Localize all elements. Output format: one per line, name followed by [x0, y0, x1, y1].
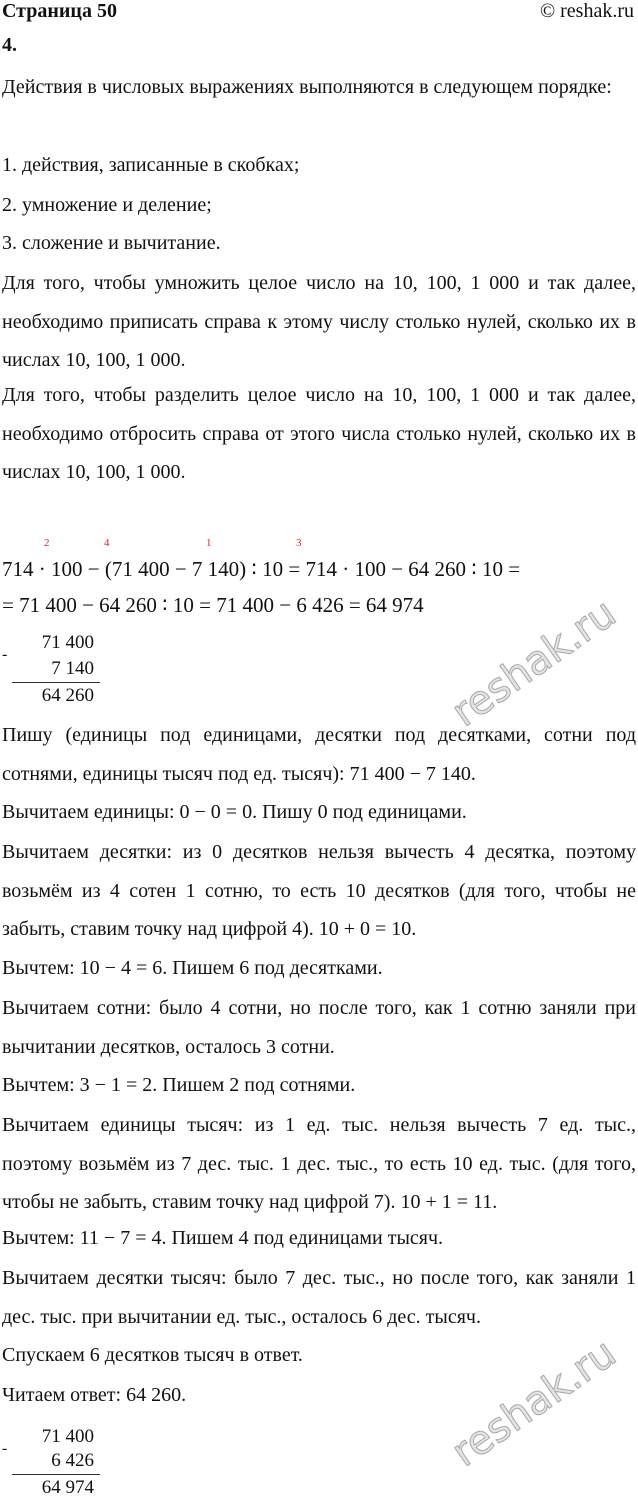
page-title: Страница 50: [2, 0, 117, 22]
order-item-2: 2. умножение и деление;: [2, 194, 212, 216]
watermark: reshak.ru: [443, 590, 625, 737]
task-number: 4.: [2, 34, 17, 56]
order-intro: Действия в числовых выражениях выполняют…: [2, 76, 612, 98]
order-item-3: 3. сложение и вычитание.: [2, 232, 221, 254]
column-subtraction-1: - 71 400 7 140 64 260: [2, 630, 100, 710]
minus-sign: -: [2, 646, 8, 663]
order-item-1: 1. действия, записанные в скобках;: [2, 154, 300, 176]
equation-line-2: = 71 400 − 64 260 ∶ 10 = 71 400 − 6 426 …: [2, 593, 424, 617]
column-subtraction-2: - 71 400 6 426 64 974: [2, 1424, 100, 1504]
explanation-step: Вычтем: 3 − 1 = 2. Пишем 2 под сотнями.: [2, 1074, 356, 1096]
explanation-step: Пишу (единицы под единицами, десятки под…: [2, 724, 636, 785]
subtrahend: 6 426: [51, 1450, 94, 1471]
explanation-step: Вычтем: 11 − 7 = 4. Пишем 4 под единицам…: [2, 1227, 444, 1249]
minuend: 71 400: [41, 1426, 94, 1447]
explanation-step: Вычитаем десятки: из 0 десятков нельзя в…: [2, 841, 636, 940]
divide-rule: Для того, чтобы разделить целое число на…: [2, 384, 636, 483]
result-line: [12, 1474, 100, 1475]
order-mark: 2: [44, 537, 50, 549]
explanation-step: Вычитаем десятки тысяч: было 7 дес. тыс.…: [2, 1267, 636, 1328]
equation-line-1: 714 · 100 − (71 400 − 7 140) ∶ 10 = 714 …: [2, 557, 521, 581]
multiply-rule: Для того, чтобы умножить целое число на …: [2, 272, 636, 371]
explanation-step: Вычитаем единицы: 0 − 0 = 0. Пишу 0 под …: [2, 801, 467, 823]
result: 64 974: [41, 1477, 94, 1498]
explanation-step: Вычитаем единицы тысяч: из 1 ед. тыс. не…: [2, 1114, 636, 1213]
result: 64 260: [41, 685, 94, 706]
minuend: 71 400: [41, 632, 94, 653]
subtrahend: 7 140: [51, 658, 94, 679]
site-credit: © reshak.ru: [539, 0, 634, 22]
explanation-step: Вычтем: 10 − 4 = 6. Пишем 6 под десяткам…: [2, 957, 383, 979]
order-mark: 1: [206, 537, 212, 549]
order-mark: 3: [296, 537, 302, 549]
explanation-step: Спускаем 6 десятков тысяч в ответ.: [2, 1344, 303, 1366]
explanation-step: Читаем ответ: 64 260.: [2, 1384, 187, 1406]
order-mark: 4: [104, 537, 110, 549]
explanation-step: Вычитаем сотни: было 4 сотни, но после т…: [2, 997, 636, 1058]
minus-sign: -: [2, 1440, 8, 1457]
result-line: [12, 682, 100, 683]
